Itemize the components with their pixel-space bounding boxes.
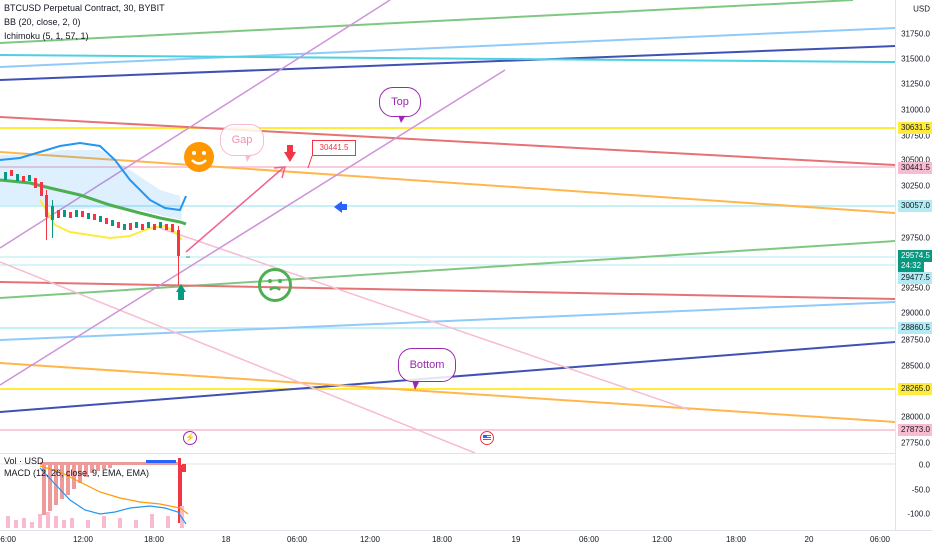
volume-bars [40, 458, 186, 472]
price-tick: 27750.0 [901, 438, 930, 448]
bb-fill [0, 150, 182, 220]
channel-purple-lower[interactable] [0, 69, 506, 386]
arrow-up-marker[interactable] [176, 284, 186, 292]
macd-signal-line [39, 465, 189, 515]
time-tick: 20 [804, 535, 814, 544]
time-axis[interactable]: 06:00 12:00 18:00 18 06:00 12:00 18:00 1… [0, 530, 932, 551]
trendline-red-mid[interactable] [0, 281, 895, 300]
price-note-label[interactable]: 30441.5 [312, 140, 356, 156]
time-tick: 06:00 [578, 535, 600, 544]
countdown-badge: 24:32 [898, 260, 925, 272]
candlesticks [4, 170, 190, 285]
time-tick: 12:00 [72, 535, 94, 544]
macd-line [39, 467, 187, 525]
arrow-down-marker[interactable] [284, 152, 296, 162]
currency-label: USD [913, 4, 930, 14]
trendline-lightblue-mid[interactable] [0, 301, 895, 341]
trendline-orange-bottom[interactable] [0, 362, 895, 423]
top-callout[interactable]: Top [379, 87, 421, 117]
trendline-orange-mid[interactable] [0, 151, 895, 214]
price-tick: 28750.0 [901, 335, 930, 345]
bottom-callout[interactable]: Bottom [398, 348, 456, 382]
price-axis[interactable]: USD 31750.0 31500.0 31250.0 31000.0 3075… [895, 0, 932, 530]
happy-face-icon[interactable] [184, 142, 214, 172]
volume-legend[interactable]: Vol · USD [4, 456, 44, 466]
trendline-pink-desc-1[interactable] [0, 261, 476, 453]
ichimoku-legend[interactable]: Ichimoku (5, 1, 57, 1) [4, 31, 89, 41]
price-badge-28265[interactable]: 28265.0 [898, 383, 932, 395]
price-badge-30057[interactable]: 30057.0 [898, 200, 932, 212]
time-tick: 18 [221, 535, 231, 544]
price-badge-30441[interactable]: 30441.5 [898, 162, 932, 174]
us-flag-icon[interactable] [480, 431, 494, 445]
symbol-legend[interactable]: BTCUSD Perpetual Contract, 30, BYBIT [4, 3, 165, 13]
bb-lower-band[interactable] [39, 199, 183, 241]
macd-tick: 0.0 [918, 460, 930, 470]
price-tick: 30500.0 [901, 155, 930, 165]
trendlines-layer [0, 0, 895, 453]
bb-legend[interactable]: BB (20, close, 2, 0) [4, 17, 81, 27]
price-badge-29477[interactable]: 29477.5 [898, 272, 932, 284]
price-tick: 29750.0 [901, 233, 930, 243]
price-badge-30631[interactable]: 30631.5 [898, 122, 932, 134]
price-tick: 31750.0 [901, 29, 930, 39]
trendline-cyan-top[interactable] [0, 54, 895, 63]
price-tick: 30750.0 [901, 131, 930, 141]
price-badge-28860[interactable]: 28860.5 [898, 322, 932, 334]
gap-callout[interactable]: Gap [220, 124, 264, 156]
sad-face-icon[interactable] [258, 268, 292, 302]
trendline-green-top[interactable] [0, 0, 854, 44]
trendline-navy-top[interactable] [0, 45, 895, 81]
time-tick: 06:00 [869, 535, 891, 544]
time-tick: 19 [511, 535, 521, 544]
lightning-icon[interactable]: ⚡ [183, 431, 197, 445]
trendline-red-top[interactable] [0, 116, 895, 166]
price-badge-27873[interactable]: 27873.0 [898, 424, 932, 436]
volume-histogram [6, 506, 184, 528]
time-tick: 12:00 [651, 535, 673, 544]
price-tick: 30250.0 [901, 181, 930, 191]
projection-arrow[interactable] [185, 167, 284, 253]
price-tick: 28500.0 [901, 361, 930, 371]
macd-tick: -100.0 [907, 509, 930, 519]
trendline-pink-desc-2[interactable] [159, 227, 691, 411]
time-tick: 06:00 [0, 535, 17, 544]
time-tick: 12:00 [359, 535, 381, 544]
trendline-lightblue-top[interactable] [0, 27, 895, 68]
channel-purple-upper[interactable] [0, 0, 391, 249]
macd-volume-layer [0, 458, 895, 528]
macd-tick: -50.0 [911, 485, 930, 495]
macd-legend[interactable]: MACD (12, 26, close, 9, EMA, EMA) [4, 468, 150, 478]
time-tick: 18:00 [725, 535, 747, 544]
arrow-left-marker[interactable] [334, 201, 342, 213]
indicator-pane[interactable]: Vol · USD MACD (12, 26, close, 9, EMA, E… [0, 453, 895, 531]
current-price-badge[interactable]: 29574.5 [898, 250, 932, 262]
time-tick: 18:00 [431, 535, 453, 544]
price-tick: 29000.0 [901, 308, 930, 318]
price-tick: 29250.0 [901, 283, 930, 293]
bb-upper-band[interactable] [0, 141, 187, 212]
trendline-green-mid[interactable] [0, 240, 895, 299]
main-chart-pane[interactable]: BTCUSD Perpetual Contract, 30, BYBIT BB … [0, 0, 895, 453]
time-tick: 06:00 [286, 535, 308, 544]
price-tick: 31500.0 [901, 54, 930, 64]
price-tick: 31250.0 [901, 79, 930, 89]
price-tick: 28000.0 [901, 412, 930, 422]
time-tick: 18:00 [143, 535, 165, 544]
price-tick: 31000.0 [901, 105, 930, 115]
